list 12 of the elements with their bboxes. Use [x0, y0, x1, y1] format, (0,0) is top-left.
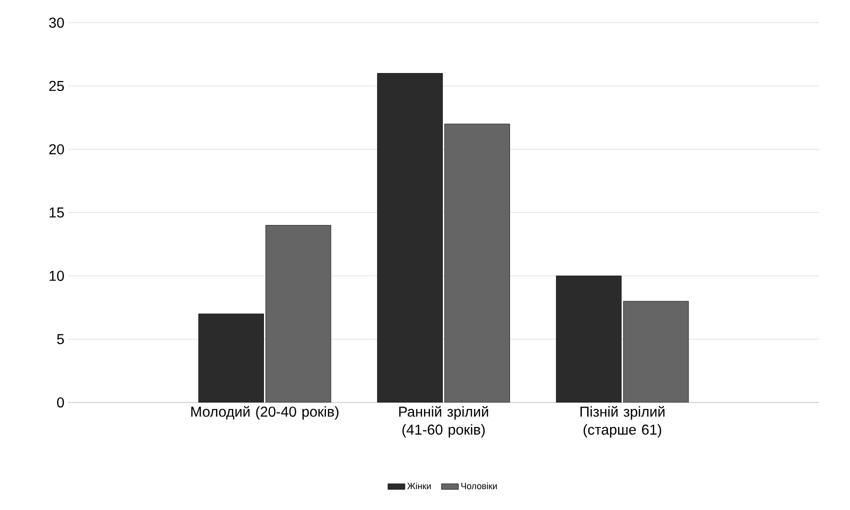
y-tick-label: 20: [49, 144, 64, 154]
legend-label: Жінки: [407, 482, 431, 490]
x-tick-label: Ранній зрілий (41-60 років): [399, 406, 488, 438]
y-tick-label: 30: [49, 18, 64, 28]
legend-label: Чоловіки: [461, 482, 497, 490]
y-tick-label: 10: [50, 270, 64, 281]
y-tick-label: 25: [49, 80, 64, 91]
x-tick-label: Пізній зрілий (старше 61): [580, 406, 664, 438]
y-tick-label: 15: [50, 207, 64, 218]
y-tick-label: 5: [57, 334, 64, 344]
y-tick-label: 0: [57, 397, 64, 408]
x-tick-label: Молодий (20-40 років): [191, 406, 338, 420]
